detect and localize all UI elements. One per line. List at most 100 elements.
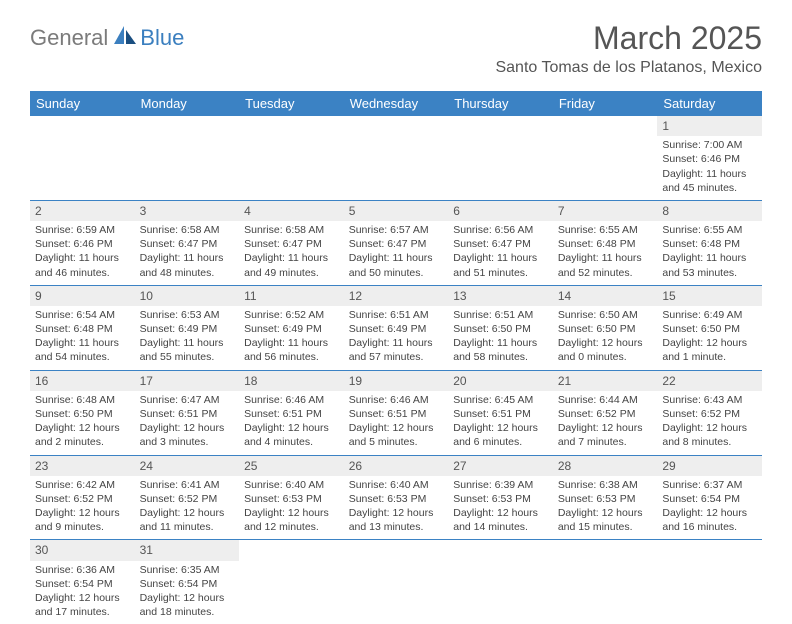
sunrise-text: Sunrise: 6:40 AM: [349, 478, 444, 492]
calendar-cell: 8Sunrise: 6:55 AMSunset: 6:48 PMDaylight…: [657, 200, 762, 285]
daylight-text: Daylight: 11 hours and 52 minutes.: [558, 251, 653, 279]
calendar-cell: 3Sunrise: 6:58 AMSunset: 6:47 PMDaylight…: [135, 200, 240, 285]
calendar-cell: 25Sunrise: 6:40 AMSunset: 6:53 PMDayligh…: [239, 455, 344, 540]
calendar-cell: [448, 540, 553, 624]
sunset-text: Sunset: 6:52 PM: [35, 492, 130, 506]
title-block: March 2025 Santo Tomas de los Platanos, …: [495, 20, 762, 77]
sunrise-text: Sunrise: 6:36 AM: [35, 563, 130, 577]
daylight-text: Daylight: 12 hours and 15 minutes.: [558, 506, 653, 534]
sunset-text: Sunset: 6:46 PM: [35, 237, 130, 251]
day-details: Sunrise: 6:55 AMSunset: 6:48 PMDaylight:…: [558, 223, 653, 280]
day-details: Sunrise: 6:36 AMSunset: 6:54 PMDaylight:…: [35, 563, 130, 620]
day-number: 17: [135, 371, 240, 391]
day-details: Sunrise: 6:58 AMSunset: 6:47 PMDaylight:…: [140, 223, 235, 280]
day-number: 13: [448, 286, 553, 306]
calendar-cell: 31Sunrise: 6:35 AMSunset: 6:54 PMDayligh…: [135, 540, 240, 624]
calendar-cell: 5Sunrise: 6:57 AMSunset: 6:47 PMDaylight…: [344, 200, 449, 285]
calendar-cell: [239, 116, 344, 200]
sunrise-text: Sunrise: 6:53 AM: [140, 308, 235, 322]
logo: General Blue: [30, 24, 184, 51]
calendar-week: 16Sunrise: 6:48 AMSunset: 6:50 PMDayligh…: [30, 370, 762, 455]
calendar-cell: 20Sunrise: 6:45 AMSunset: 6:51 PMDayligh…: [448, 370, 553, 455]
daylight-text: Daylight: 12 hours and 2 minutes.: [35, 421, 130, 449]
sunrise-text: Sunrise: 6:44 AM: [558, 393, 653, 407]
calendar-cell: 29Sunrise: 6:37 AMSunset: 6:54 PMDayligh…: [657, 455, 762, 540]
day-details: Sunrise: 6:48 AMSunset: 6:50 PMDaylight:…: [35, 393, 130, 450]
calendar-week: 1Sunrise: 7:00 AMSunset: 6:46 PMDaylight…: [30, 116, 762, 200]
sunset-text: Sunset: 6:52 PM: [558, 407, 653, 421]
sunrise-text: Sunrise: 6:50 AM: [558, 308, 653, 322]
day-details: Sunrise: 6:38 AMSunset: 6:53 PMDaylight:…: [558, 478, 653, 535]
sunset-text: Sunset: 6:50 PM: [558, 322, 653, 336]
day-details: Sunrise: 6:55 AMSunset: 6:48 PMDaylight:…: [662, 223, 757, 280]
daylight-text: Daylight: 12 hours and 3 minutes.: [140, 421, 235, 449]
calendar-cell: 30 Sunrise: 6:36 AMSunset: 6:54 PMDayligh…: [30, 540, 135, 624]
logo-sail-icon: [112, 24, 138, 51]
sunset-text: Sunset: 6:51 PM: [453, 407, 548, 421]
day-details: Sunrise: 6:37 AMSunset: 6:54 PMDaylight:…: [662, 478, 757, 535]
day-number: 30: [30, 540, 135, 560]
daylight-text: Daylight: 11 hours and 50 minutes.: [349, 251, 444, 279]
sunset-text: Sunset: 6:54 PM: [140, 577, 235, 591]
day-number: 3: [135, 201, 240, 221]
day-number: 11: [239, 286, 344, 306]
sunrise-text: Sunrise: 6:59 AM: [35, 223, 130, 237]
location-subtitle: Santo Tomas de los Platanos, Mexico: [495, 59, 762, 77]
calendar-cell: 16Sunrise: 6:48 AMSunset: 6:50 PMDayligh…: [30, 370, 135, 455]
calendar-cell: 21Sunrise: 6:44 AMSunset: 6:52 PMDayligh…: [553, 370, 658, 455]
calendar-cell: 9Sunrise: 6:54 AMSunset: 6:48 PMDaylight…: [30, 285, 135, 370]
sunset-text: Sunset: 6:51 PM: [349, 407, 444, 421]
day-header: Wednesday: [344, 91, 449, 116]
daylight-text: Daylight: 11 hours and 56 minutes.: [244, 336, 339, 364]
daylight-text: Daylight: 12 hours and 8 minutes.: [662, 421, 757, 449]
day-header: Monday: [135, 91, 240, 116]
sunrise-text: Sunrise: 6:51 AM: [349, 308, 444, 322]
calendar-cell: 19Sunrise: 6:46 AMSunset: 6:51 PMDayligh…: [344, 370, 449, 455]
sunset-text: Sunset: 6:48 PM: [558, 237, 653, 251]
sunrise-text: Sunrise: 6:56 AM: [453, 223, 548, 237]
sunset-text: Sunset: 6:51 PM: [244, 407, 339, 421]
sunset-text: Sunset: 6:53 PM: [349, 492, 444, 506]
daylight-text: Daylight: 12 hours and 11 minutes.: [140, 506, 235, 534]
daylight-text: Daylight: 11 hours and 54 minutes.: [35, 336, 130, 364]
sunrise-text: Sunrise: 6:40 AM: [244, 478, 339, 492]
calendar-cell: 24Sunrise: 6:41 AMSunset: 6:52 PMDayligh…: [135, 455, 240, 540]
daylight-text: Daylight: 12 hours and 6 minutes.: [453, 421, 548, 449]
calendar-cell: 15Sunrise: 6:49 AMSunset: 6:50 PMDayligh…: [657, 285, 762, 370]
sunrise-text: Sunrise: 6:57 AM: [349, 223, 444, 237]
sunset-text: Sunset: 6:53 PM: [453, 492, 548, 506]
calendar-week: 23Sunrise: 6:42 AMSunset: 6:52 PMDayligh…: [30, 455, 762, 540]
calendar-cell: [553, 116, 658, 200]
day-header: Tuesday: [239, 91, 344, 116]
calendar-cell: 23Sunrise: 6:42 AMSunset: 6:52 PMDayligh…: [30, 455, 135, 540]
day-number: 22: [657, 371, 762, 391]
daylight-text: Daylight: 11 hours and 46 minutes.: [35, 251, 130, 279]
calendar-cell: 7Sunrise: 6:55 AMSunset: 6:48 PMDaylight…: [553, 200, 658, 285]
sunset-text: Sunset: 6:53 PM: [558, 492, 653, 506]
calendar-cell: 13Sunrise: 6:51 AMSunset: 6:50 PMDayligh…: [448, 285, 553, 370]
daylight-text: Daylight: 12 hours and 0 minutes.: [558, 336, 653, 364]
day-details: Sunrise: 6:46 AMSunset: 6:51 PMDaylight:…: [349, 393, 444, 450]
daylight-text: Daylight: 11 hours and 51 minutes.: [453, 251, 548, 279]
daylight-text: Daylight: 12 hours and 13 minutes.: [349, 506, 444, 534]
sunrise-text: Sunrise: 6:37 AM: [662, 478, 757, 492]
day-details: Sunrise: 6:49 AMSunset: 6:50 PMDaylight:…: [662, 308, 757, 365]
day-number: 2: [30, 201, 135, 221]
calendar-cell: 2 Sunrise: 6:59 AMSunset: 6:46 PMDaylight…: [30, 200, 135, 285]
sunrise-text: Sunrise: 6:47 AM: [140, 393, 235, 407]
daylight-text: Daylight: 11 hours and 58 minutes.: [453, 336, 548, 364]
daylight-text: Daylight: 11 hours and 49 minutes.: [244, 251, 339, 279]
daylight-text: Daylight: 12 hours and 5 minutes.: [349, 421, 444, 449]
sunset-text: Sunset: 6:52 PM: [140, 492, 235, 506]
day-details: Sunrise: 6:43 AMSunset: 6:52 PMDaylight:…: [662, 393, 757, 450]
daylight-text: Daylight: 12 hours and 14 minutes.: [453, 506, 548, 534]
sunrise-text: Sunrise: 6:42 AM: [35, 478, 130, 492]
day-details: Sunrise: 6:45 AMSunset: 6:51 PMDaylight:…: [453, 393, 548, 450]
calendar-cell: 4Sunrise: 6:58 AMSunset: 6:47 PMDaylight…: [239, 200, 344, 285]
day-details: Sunrise: 6:44 AMSunset: 6:52 PMDaylight:…: [558, 393, 653, 450]
calendar-cell: 28Sunrise: 6:38 AMSunset: 6:53 PMDayligh…: [553, 455, 658, 540]
calendar-week: 2Sunrise: 6:59 AMSunset: 6:46 PMDaylight…: [30, 200, 762, 285]
calendar-cell: 1Sunrise: 7:00 AMSunset: 6:46 PMDaylight…: [657, 116, 762, 200]
sunrise-text: Sunrise: 6:52 AM: [244, 308, 339, 322]
sunset-text: Sunset: 6:51 PM: [140, 407, 235, 421]
